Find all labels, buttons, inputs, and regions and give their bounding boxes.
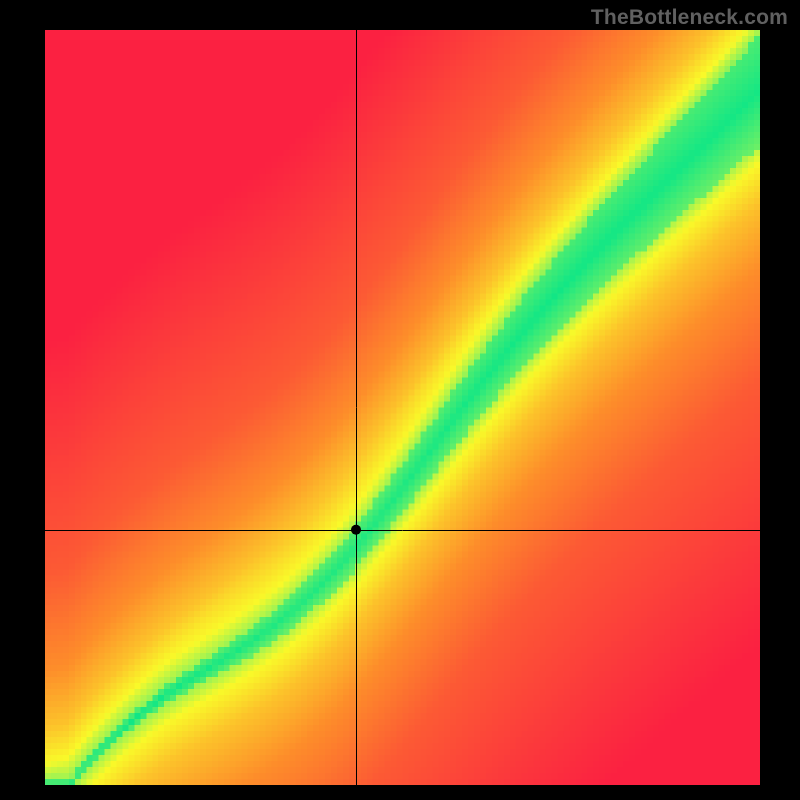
watermark-label: TheBottleneck.com xyxy=(591,6,788,30)
crosshair-overlay xyxy=(45,30,760,785)
heatmap-plot xyxy=(45,30,760,785)
chart-container: TheBottleneck.com xyxy=(0,0,800,800)
